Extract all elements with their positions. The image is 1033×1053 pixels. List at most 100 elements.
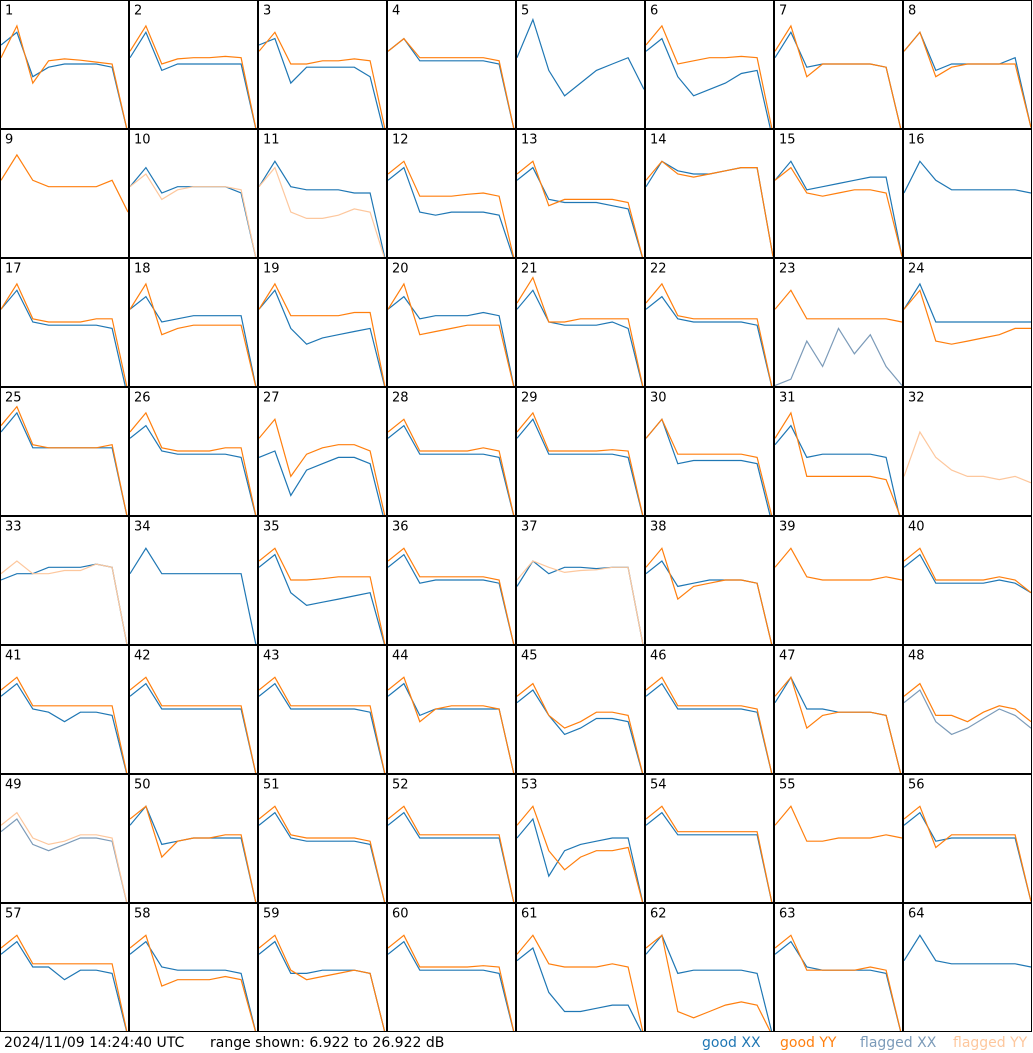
panel <box>388 934 515 1031</box>
panel-label: 59 <box>263 907 280 922</box>
panel-frame <box>0 0 129 129</box>
spectrum-xx <box>904 934 1031 968</box>
spectrum-xx <box>517 17 644 97</box>
panel-frame <box>774 645 903 774</box>
spectrum-xx <box>775 676 902 773</box>
panel <box>646 805 773 902</box>
panel-frame <box>387 129 516 258</box>
range-text: range shown: 6.922 to 26.922 dB <box>210 1035 444 1051</box>
panel <box>517 17 644 97</box>
spectrum-xx <box>388 811 515 902</box>
panel-frame <box>129 0 258 129</box>
spectrum-xx <box>388 295 515 386</box>
panel-label: 8 <box>908 4 916 19</box>
panel-label: 10 <box>134 133 151 148</box>
spectrum-xx <box>1 289 126 386</box>
panel-label: 18 <box>134 262 151 277</box>
panel <box>775 160 902 257</box>
panel-frame <box>129 258 258 387</box>
spectrum-yy <box>388 805 515 902</box>
panel-label: 1 <box>5 4 13 19</box>
panel-label: 50 <box>134 778 151 793</box>
panel-label: 27 <box>263 391 280 406</box>
panel-label: 54 <box>650 778 667 793</box>
panel-label: 12 <box>392 133 409 148</box>
spectrum-yy <box>646 805 773 902</box>
legend-entry: good YY <box>780 1035 837 1051</box>
panel-frame <box>903 0 1032 129</box>
spectrum-yy <box>775 805 902 842</box>
panel <box>259 418 386 515</box>
spectrum-xx <box>130 547 257 644</box>
spectrum-xx <box>1 682 128 773</box>
spectrum-yy <box>775 166 902 257</box>
panel <box>904 160 1031 194</box>
spectrum-xx <box>259 553 385 644</box>
panel <box>904 430 1031 484</box>
panel-label: 51 <box>263 778 280 793</box>
spectrum-xx <box>388 424 515 515</box>
spectrum-yy <box>904 31 1031 128</box>
panel-frame <box>645 258 774 387</box>
spectrum-xx <box>1 940 128 1031</box>
spectrum-yy <box>388 282 515 386</box>
spectrum-yy <box>517 276 644 386</box>
panel-label: 58 <box>134 907 151 922</box>
spectrum-yy <box>904 547 1031 594</box>
panel-label: 64 <box>908 907 925 922</box>
panel-label: 2 <box>134 4 142 19</box>
spectrum-yy <box>130 805 257 902</box>
panel-label: 16 <box>908 133 925 148</box>
panel <box>517 805 644 902</box>
spectrum-xx <box>259 811 386 902</box>
panel <box>646 160 773 257</box>
panel-frame <box>387 645 516 774</box>
panel-frame <box>516 129 645 258</box>
panel-label: 37 <box>521 520 538 535</box>
panel-label: 38 <box>650 520 667 535</box>
spectrum-xx <box>517 289 644 386</box>
spectrum-xx <box>130 30 257 128</box>
spectrum-yy <box>1 24 128 128</box>
panel <box>259 31 386 128</box>
panel-frame <box>129 129 258 258</box>
panel-frame <box>258 903 387 1032</box>
panel <box>1 560 128 644</box>
panel-frame <box>516 903 645 1032</box>
spectrum-xx <box>904 31 1031 128</box>
spectrum-yy <box>1 934 128 1031</box>
spectrum-yy <box>646 282 773 386</box>
panel-frame <box>645 645 774 774</box>
panel <box>646 547 773 644</box>
panel-label: 62 <box>650 907 667 922</box>
spectrum-xx <box>646 418 771 515</box>
panel-label: 56 <box>908 778 925 793</box>
spectrum-xx <box>259 940 386 1031</box>
spectrum-yy <box>130 411 257 515</box>
spectrum-xx <box>517 166 643 257</box>
panel-label: 23 <box>779 262 796 277</box>
panel-frame <box>0 645 129 774</box>
panel <box>259 676 386 773</box>
panel-frame <box>903 516 1032 645</box>
panel-frame <box>903 903 1032 1032</box>
panel-label: 3 <box>263 4 271 19</box>
panel-label: 20 <box>392 262 409 277</box>
spectrum-xx <box>388 940 515 1031</box>
panel <box>904 934 1031 968</box>
spectrum-xx <box>259 37 384 128</box>
panel-label: 21 <box>521 262 538 277</box>
panel-frame <box>645 0 774 129</box>
legend-entry: good XX <box>702 1035 761 1051</box>
spectrum-xx <box>388 166 514 257</box>
spectrum-yy <box>517 934 644 1031</box>
spectrum-yy <box>1 405 128 515</box>
panel <box>904 282 1031 345</box>
panel-frame <box>129 774 258 903</box>
panel-frame <box>774 0 903 129</box>
spectrum-yy <box>388 934 515 1031</box>
panel-label: 63 <box>779 907 796 922</box>
spectrum-xx <box>904 160 1031 194</box>
panel-frame <box>774 774 903 903</box>
